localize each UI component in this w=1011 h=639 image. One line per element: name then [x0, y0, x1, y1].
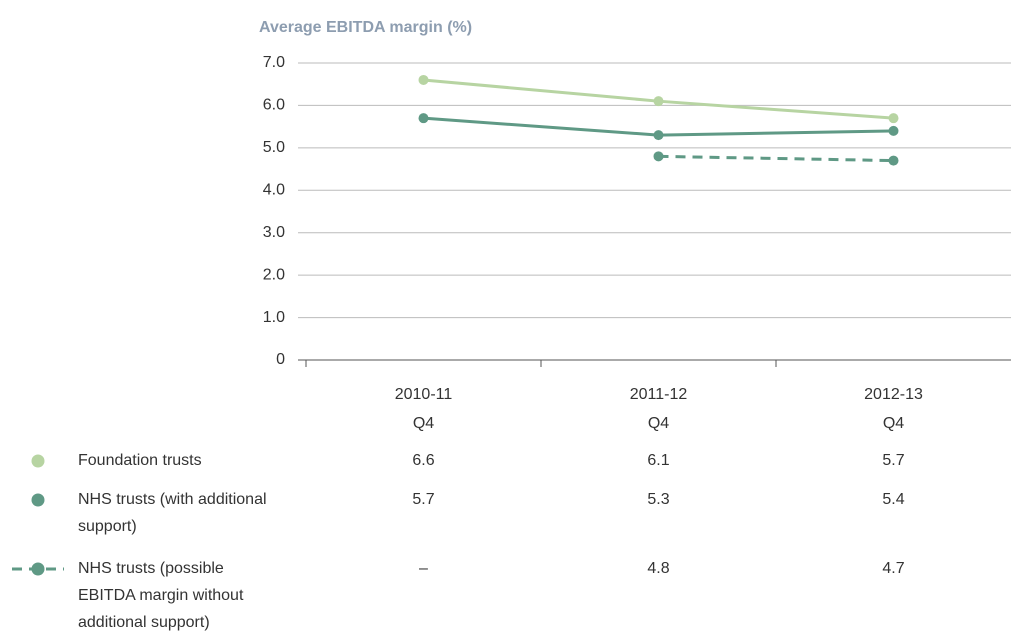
y-tick-label: 3.0 — [263, 224, 285, 241]
table-value: – — [419, 560, 428, 577]
data-point — [653, 96, 664, 107]
legend-label: NHS trusts (possible EBITDA margin witho… — [78, 560, 244, 631]
y-tick-label: 4.0 — [263, 182, 285, 199]
data-point — [418, 113, 429, 124]
table-value: 5.4 — [882, 491, 904, 508]
data-point — [888, 155, 899, 166]
series-line — [658, 154, 894, 163]
legend-label: NHS trusts (with additional support) — [78, 491, 267, 535]
y-tick-label: 5.0 — [263, 139, 285, 156]
legend-label: Foundation trusts — [78, 452, 202, 469]
table-value: 5.7 — [412, 491, 434, 508]
table-value: 4.7 — [882, 560, 904, 577]
data-point — [653, 130, 664, 141]
table-value: 5.3 — [647, 491, 669, 508]
y-tick-label: 6.0 — [263, 97, 285, 114]
data-point — [888, 125, 899, 136]
x-tick-label: 2010-11 — [395, 386, 453, 403]
table-value: 6.6 — [412, 452, 434, 469]
legend-marker — [31, 454, 45, 468]
x-tick-label: Q4 — [648, 415, 669, 432]
x-tick-label: Q4 — [883, 415, 904, 432]
x-tick-label: Q4 — [413, 415, 434, 432]
y-tick-label: 0 — [276, 351, 285, 368]
table-value: 5.7 — [882, 452, 904, 469]
y-tick-label: 2.0 — [263, 266, 285, 283]
legend-marker — [31, 493, 45, 507]
y-tick-label: 1.0 — [263, 309, 285, 326]
table-value: 4.8 — [647, 560, 669, 577]
legend-marker — [31, 562, 45, 576]
data-point — [418, 74, 429, 85]
data-point — [653, 151, 664, 162]
chart-title: Average EBITDA margin (%) — [259, 19, 472, 36]
table-value: 6.1 — [647, 452, 669, 469]
y-tick-label: 7.0 — [263, 54, 285, 71]
data-point — [888, 113, 899, 124]
x-tick-label: 2012-13 — [864, 386, 923, 403]
x-tick-label: 2011-12 — [630, 386, 688, 403]
